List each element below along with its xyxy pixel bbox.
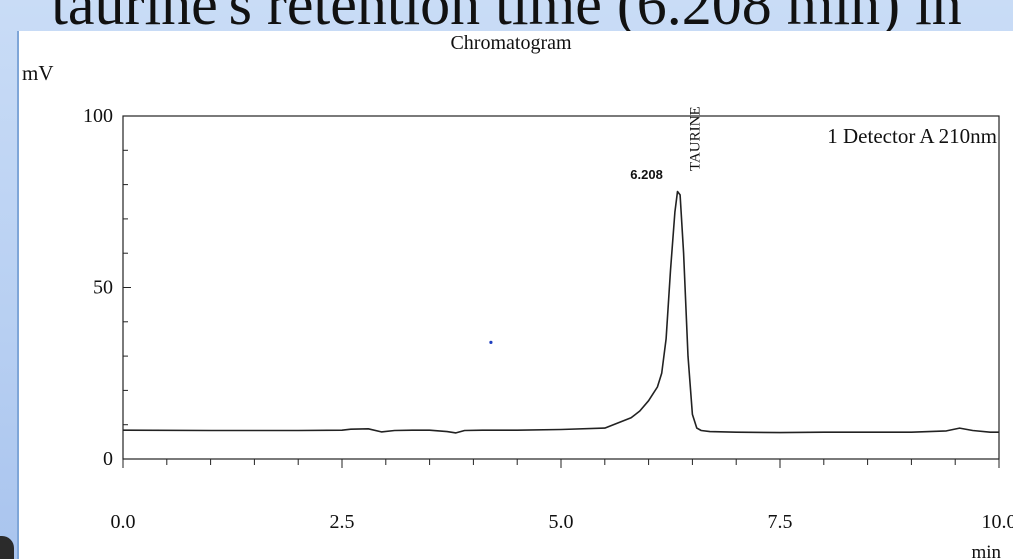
x-tick-label: 2.5: [330, 511, 355, 533]
x-tick-label: 10.0: [982, 511, 1013, 533]
series-line: [122, 190, 999, 434]
y-tick-label: 100: [83, 105, 113, 127]
plot-frame: [122, 115, 1000, 460]
retention-time-label: 6.208: [630, 167, 663, 182]
y-axis-unit: mV: [22, 61, 54, 85]
y-tick-label: 0: [103, 448, 113, 470]
legend-label: 1 Detector A 210nm: [827, 124, 997, 148]
x-axis-unit: min: [971, 542, 1001, 559]
slide-title: taurine's retention time (6.208 min) in: [51, 0, 962, 34]
x-tick-label: 7.5: [768, 511, 793, 533]
peak-name-label: TAURINE: [688, 106, 704, 171]
chart-title: Chromatogram: [450, 32, 572, 54]
x-tick-label: 0.0: [111, 511, 136, 533]
slide-corner-tab: [0, 536, 14, 559]
chromatogram-chart: Chromatogram mV min 1 Detector A 210nm 0…: [22, 32, 1013, 559]
marker-dot: [489, 340, 493, 344]
x-tick-label: 5.0: [549, 511, 574, 533]
chart-panel: Chromatogram mV min 1 Detector A 210nm 0…: [17, 31, 1013, 559]
y-tick-label: 50: [93, 277, 113, 299]
